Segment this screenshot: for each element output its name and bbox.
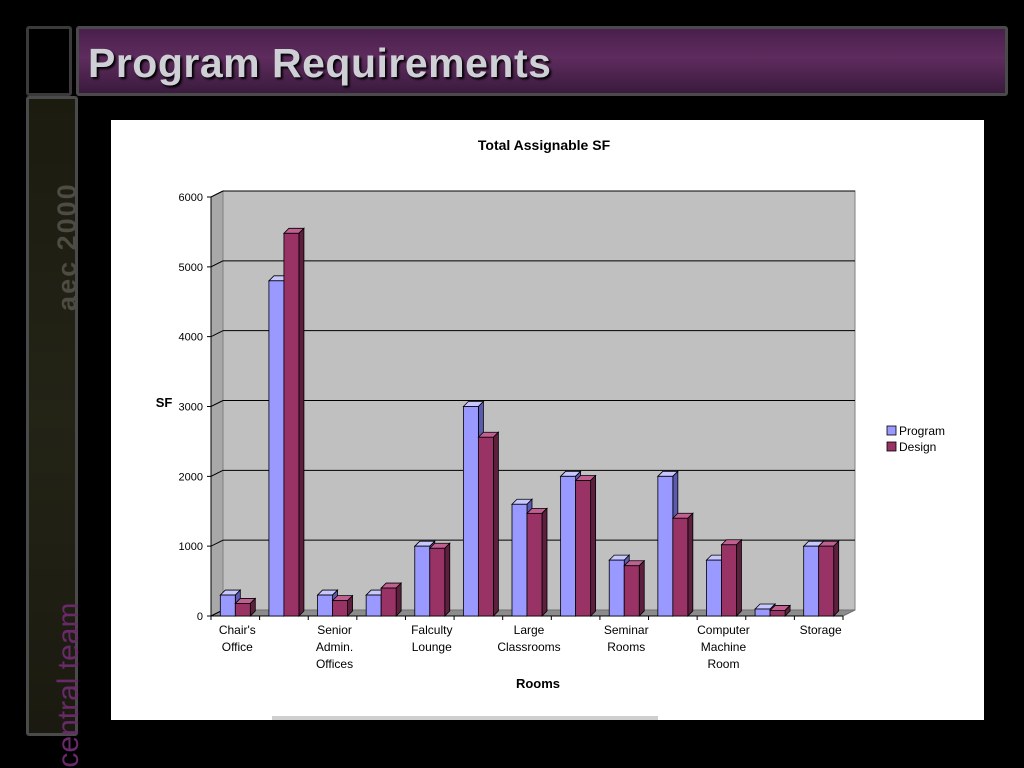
- x-tick-label: Large: [514, 623, 545, 637]
- x-tick-label: Storage: [800, 623, 842, 637]
- y-tick-label: 6000: [179, 192, 203, 204]
- bar-design: [575, 480, 592, 617]
- bar-side-design: [541, 507, 548, 617]
- bar-program: [706, 559, 722, 617]
- x-tick-label: Seminar: [604, 623, 649, 637]
- x-tick-label: Computer: [697, 623, 750, 637]
- legend-swatch-program: [886, 425, 897, 436]
- bar-program: [317, 594, 333, 617]
- bar-side-design: [492, 431, 499, 617]
- x-tick-label: Chair's: [219, 623, 256, 637]
- bar-design: [283, 232, 300, 617]
- slide-title: Program Requirements: [88, 40, 552, 86]
- y-tick-label: 5000: [179, 262, 203, 274]
- legend-label-program: Program: [899, 424, 945, 438]
- bar-program: [608, 559, 625, 617]
- y-tick-label: 2000: [179, 471, 203, 483]
- x-tick-label: Machine: [701, 640, 747, 654]
- bar-side-design: [638, 559, 645, 617]
- bar-program: [560, 475, 577, 617]
- bar-program: [657, 475, 674, 617]
- window-edge: [272, 716, 658, 720]
- bar-program: [219, 594, 236, 617]
- bar-design: [332, 600, 348, 617]
- title-bar: [76, 26, 1008, 96]
- x-tick-label: Office: [222, 640, 253, 654]
- bar-design: [623, 565, 640, 617]
- bar-program: [803, 545, 820, 617]
- y-axis-title: SF: [156, 395, 173, 410]
- x-tick-label: Classrooms: [497, 640, 560, 654]
- bar-side-design: [298, 227, 305, 617]
- bar-program: [754, 608, 771, 617]
- bar-program: [462, 406, 479, 617]
- bar-side-design: [736, 538, 742, 617]
- x-tick-label: Admin.: [316, 640, 353, 654]
- bar-side-design: [395, 582, 402, 617]
- bar-design: [380, 587, 397, 617]
- bar-design: [429, 547, 446, 617]
- bar-design: [477, 436, 494, 617]
- x-tick-label: Falculty: [411, 623, 452, 637]
- y-tick-label: 4000: [179, 332, 203, 344]
- bar-design: [818, 545, 835, 617]
- bar-design: [672, 517, 689, 617]
- side-label-central-text: central team: [52, 602, 85, 768]
- corner-square: [26, 26, 72, 96]
- y-tick-label: 3000: [179, 402, 203, 414]
- chart-title: Total Assignable SF: [478, 137, 611, 153]
- y-tick-label: 1000: [179, 541, 203, 553]
- bar-side-design: [590, 474, 597, 617]
- bar-program: [414, 545, 431, 617]
- bar-design: [234, 603, 251, 617]
- bar-chart: 0 1000 2000 3000 4000 5000 6000 Chair's Office Se…: [156, 137, 945, 691]
- x-tick-label: Rooms: [607, 640, 645, 654]
- y-tick-label: 0: [197, 611, 203, 623]
- chart-panel: 0 1000 2000 3000 4000 5000 6000 Chair's Office Se…: [111, 120, 984, 720]
- legend-swatch-design: [886, 441, 897, 452]
- bar-side-design: [687, 512, 694, 617]
- bar-side-design: [833, 540, 840, 617]
- bar-design: [769, 610, 786, 617]
- bar-design: [526, 512, 543, 617]
- bar-side-design: [444, 542, 451, 617]
- legend-label-design: Design: [899, 440, 936, 454]
- bar-program: [511, 503, 528, 617]
- x-tick-label: Senior: [317, 623, 352, 637]
- bar-design: [721, 544, 737, 617]
- bar-program: [268, 280, 285, 617]
- side-bar: [26, 96, 78, 736]
- bar-program: [365, 594, 382, 617]
- x-tick-label: Offices: [316, 657, 353, 671]
- x-tick-label: Room: [707, 657, 739, 671]
- side-label-aec-text: aec 2000: [52, 182, 82, 311]
- x-axis-title: Rooms: [516, 676, 560, 691]
- x-tick-label: Lounge: [412, 640, 452, 654]
